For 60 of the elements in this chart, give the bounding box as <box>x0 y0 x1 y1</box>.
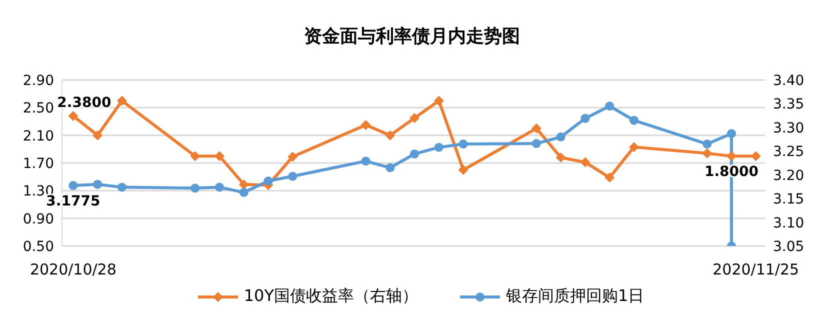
point <box>750 151 761 162</box>
y2-tick-label: 3.30 <box>773 120 804 136</box>
point <box>628 142 639 152</box>
point <box>190 184 200 193</box>
point <box>604 172 615 183</box>
point <box>702 148 712 158</box>
point <box>288 172 298 181</box>
point <box>214 151 224 162</box>
data-label: 2.3800 <box>57 94 112 111</box>
point <box>117 182 126 192</box>
chart-title: 资金面与利率债月内走势图 <box>303 25 521 48</box>
y2-tick-label: 3.25 <box>773 144 804 160</box>
point <box>385 130 396 140</box>
point <box>264 176 273 186</box>
point <box>532 139 541 148</box>
legend-label: 银存间质押回购1日 <box>504 286 644 307</box>
y2-tick-label: 3.10 <box>773 215 804 232</box>
point <box>531 123 542 134</box>
point <box>434 142 444 152</box>
point <box>410 113 420 124</box>
y-tick-label: 2.90 <box>22 72 54 89</box>
point <box>458 140 468 149</box>
point <box>702 140 712 149</box>
point <box>360 120 371 130</box>
point <box>726 151 736 162</box>
point <box>239 188 248 197</box>
point <box>605 102 614 111</box>
point <box>116 96 127 106</box>
x-tick-label: 2020/10/28 <box>30 260 116 279</box>
y-tick-label: 0.90 <box>22 211 54 228</box>
point <box>629 116 638 125</box>
point <box>288 152 298 162</box>
legend-label: 10Y国债收益率（右轴） <box>242 286 418 307</box>
point <box>190 151 200 162</box>
point <box>386 163 395 172</box>
point <box>580 157 590 168</box>
y2-tick-label: 3.15 <box>773 192 804 208</box>
point <box>92 130 103 140</box>
point <box>238 179 249 190</box>
y-tick-label: 2.50 <box>22 100 54 117</box>
y2-tick-label: 3.20 <box>773 168 804 184</box>
point <box>458 164 468 175</box>
point <box>556 152 566 162</box>
point <box>68 110 78 121</box>
x-tick-label: 2020/11/25 <box>712 260 800 279</box>
point <box>556 132 566 142</box>
y2-tick-label: 3.40 <box>773 72 804 89</box>
y-tick-label: 2.10 <box>22 128 54 144</box>
point <box>410 149 420 158</box>
point <box>434 96 444 106</box>
y2-tick-label: 3.05 <box>773 238 804 255</box>
y2-tick-label: 3.35 <box>773 96 804 113</box>
point <box>93 180 102 189</box>
y-tick-label: 1.70 <box>22 156 54 172</box>
point <box>214 182 224 192</box>
point <box>68 181 78 190</box>
y-tick-label: 0.50 <box>22 238 54 255</box>
point <box>726 129 736 138</box>
point <box>361 156 370 166</box>
point <box>580 114 590 123</box>
